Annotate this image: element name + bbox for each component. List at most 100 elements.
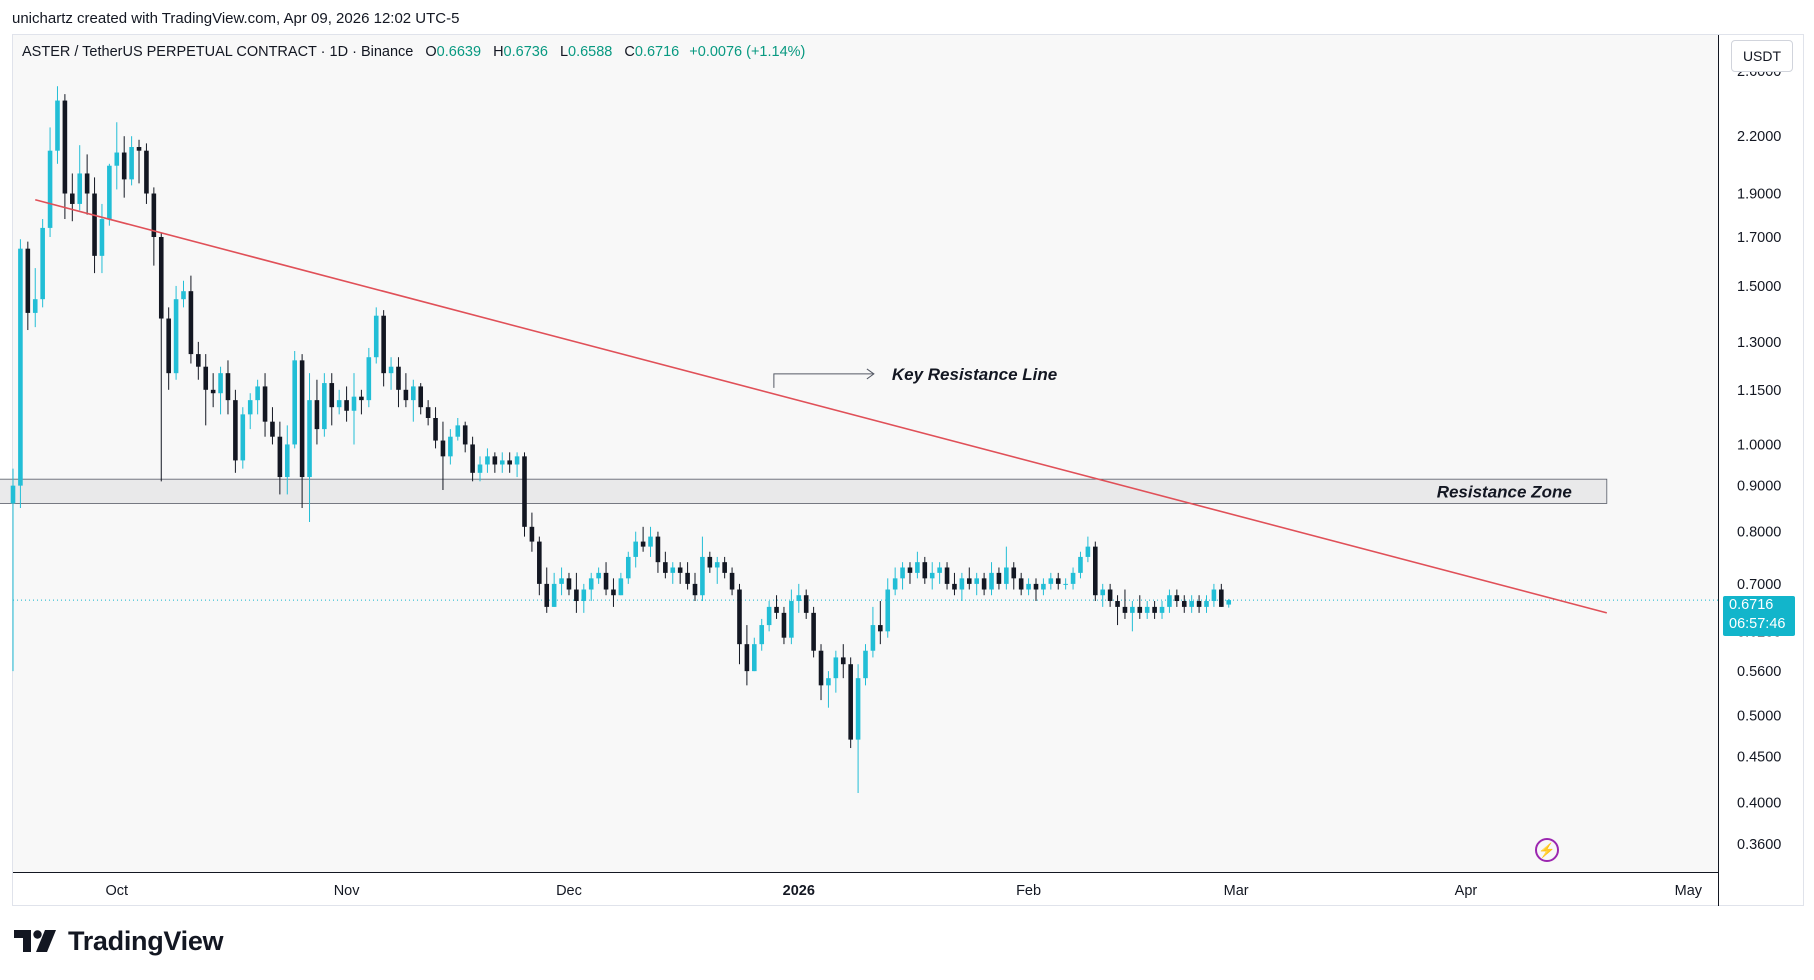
candle-body[interactable]	[1093, 546, 1098, 596]
candle-body[interactable]	[210, 389, 216, 394]
candle-body[interactable]	[47, 150, 53, 228]
candle-body[interactable]	[1144, 606, 1150, 613]
candle-body[interactable]	[107, 165, 112, 220]
candle-body[interactable]	[1085, 546, 1091, 557]
candle-body[interactable]	[84, 173, 90, 194]
candle-body[interactable]	[811, 612, 816, 651]
candle-body[interactable]	[1204, 601, 1209, 607]
candle-body[interactable]	[900, 567, 905, 579]
candle-body[interactable]	[77, 173, 83, 204]
candle-body[interactable]	[292, 360, 297, 445]
candle-body[interactable]	[633, 541, 638, 557]
candle-body[interactable]	[55, 100, 60, 151]
candle-body[interactable]	[759, 625, 765, 645]
candle-body[interactable]	[158, 236, 164, 319]
candle-body[interactable]	[10, 485, 16, 504]
candle-body[interactable]	[262, 386, 268, 422]
candle-body[interactable]	[299, 360, 305, 478]
candle-body[interactable]	[663, 562, 668, 573]
candle-body[interactable]	[937, 567, 942, 573]
candle-body[interactable]	[1011, 567, 1017, 579]
candle-body[interactable]	[218, 373, 223, 394]
candle-body[interactable]	[625, 556, 631, 579]
candle-body[interactable]	[1026, 583, 1031, 590]
candle-body[interactable]	[92, 193, 97, 256]
candle-body[interactable]	[944, 567, 950, 584]
candle-body[interactable]	[440, 440, 446, 457]
candle-body[interactable]	[1189, 601, 1194, 607]
candle-body[interactable]	[803, 595, 809, 613]
candle-body[interactable]	[907, 567, 913, 573]
candle-body[interactable]	[529, 526, 535, 542]
candle-body[interactable]	[833, 657, 839, 679]
candle-body[interactable]	[203, 366, 209, 390]
candle-body[interactable]	[448, 436, 453, 457]
lightning-icon[interactable]: ⚡	[1535, 838, 1559, 862]
candle-body[interactable]	[544, 583, 550, 607]
candle-body[interactable]	[32, 299, 38, 313]
candle-body[interactable]	[240, 414, 246, 461]
currency-button[interactable]: USDT	[1731, 40, 1793, 72]
candle-body[interactable]	[1196, 601, 1202, 607]
candle-body[interactable]	[766, 606, 772, 626]
candle-body[interactable]	[981, 578, 987, 590]
candle-body[interactable]	[388, 366, 394, 374]
candle-body[interactable]	[1033, 583, 1039, 590]
candle-body[interactable]	[714, 562, 720, 568]
candle-body[interactable]	[648, 536, 653, 547]
candle-body[interactable]	[1055, 578, 1061, 584]
candle-body[interactable]	[863, 650, 868, 679]
candle-body[interactable]	[870, 625, 876, 651]
candle-body[interactable]	[670, 567, 676, 573]
candle-body[interactable]	[781, 612, 787, 638]
candle-body[interactable]	[1100, 589, 1106, 596]
candle-body[interactable]	[789, 601, 794, 638]
candle-body[interactable]	[655, 536, 661, 563]
candle-body[interactable]	[433, 417, 438, 441]
candle-body[interactable]	[692, 583, 698, 596]
candle-body[interactable]	[462, 425, 468, 445]
candle-body[interactable]	[752, 644, 757, 672]
candle-body[interactable]	[455, 425, 461, 437]
candle-body[interactable]	[551, 583, 557, 607]
candle-body[interactable]	[1004, 567, 1009, 584]
candle-body[interactable]	[737, 589, 742, 645]
candle-body[interactable]	[966, 578, 972, 584]
candle-body[interactable]	[121, 152, 127, 180]
candle-body[interactable]	[596, 572, 601, 579]
candle-body[interactable]	[915, 562, 920, 573]
key-resistance-trendline[interactable]	[35, 198, 1608, 614]
candle-body[interactable]	[425, 407, 431, 418]
candle-body[interactable]	[640, 541, 646, 547]
candle-body[interactable]	[514, 456, 520, 465]
candle-body[interactable]	[996, 572, 1002, 584]
candle-body[interactable]	[744, 644, 750, 672]
candle-body[interactable]	[247, 400, 253, 415]
candle-body[interactable]	[381, 315, 386, 374]
candle-body[interactable]	[270, 421, 275, 437]
candle-body[interactable]	[166, 318, 171, 374]
candle-body[interactable]	[707, 556, 713, 568]
candle-body[interactable]	[1211, 589, 1217, 602]
candle-body[interactable]	[566, 578, 572, 590]
candle-body[interactable]	[1219, 589, 1224, 607]
candle-body[interactable]	[99, 219, 105, 256]
candle-body[interactable]	[1041, 583, 1046, 590]
resistance-zone[interactable]	[0, 478, 1608, 504]
candle-body[interactable]	[1152, 606, 1157, 613]
candle-body[interactable]	[1063, 583, 1068, 585]
candle-body[interactable]	[618, 578, 624, 596]
candle-body[interactable]	[322, 383, 327, 430]
candle-body[interactable]	[25, 248, 31, 313]
candle-body[interactable]	[373, 315, 379, 358]
candle-body[interactable]	[1115, 601, 1120, 607]
candle-body[interactable]	[878, 625, 883, 632]
candle-body[interactable]	[848, 664, 853, 740]
candle-body[interactable]	[611, 589, 616, 596]
candle-body[interactable]	[929, 572, 935, 579]
candle-body[interactable]	[1018, 578, 1024, 590]
candle-body[interactable]	[336, 400, 342, 408]
candle-body[interactable]	[885, 589, 891, 632]
candle-body[interactable]	[1174, 595, 1180, 602]
